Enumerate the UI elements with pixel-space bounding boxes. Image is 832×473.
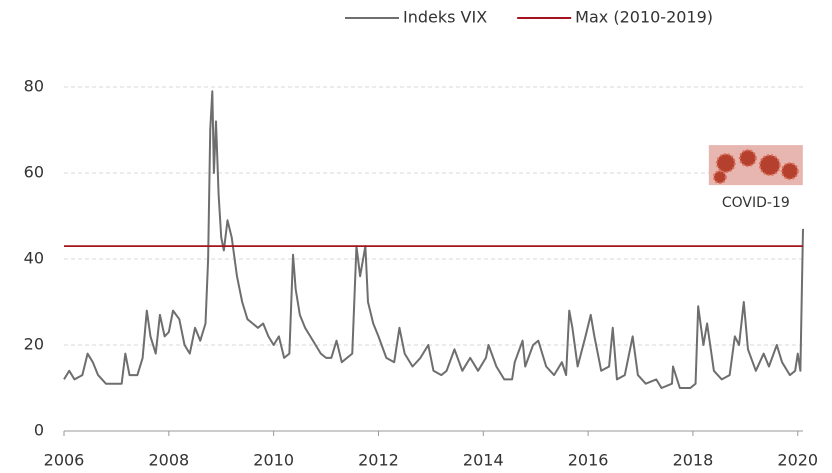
annotation: COVID-19 bbox=[722, 195, 790, 211]
x-tick-label: 2016 bbox=[568, 451, 609, 470]
y-tick-label: 40 bbox=[24, 249, 44, 268]
x-tick-label: 2018 bbox=[673, 451, 714, 470]
x-tick-label: 2008 bbox=[148, 451, 189, 470]
x-tick-label: 2014 bbox=[463, 451, 504, 470]
x-tick-label: 2020 bbox=[777, 451, 818, 470]
virus bbox=[738, 149, 757, 168]
legend-label: Indeks VIX bbox=[403, 8, 487, 27]
virus bbox=[780, 162, 799, 181]
x-tick-label: 2012 bbox=[358, 451, 399, 470]
x-tick-label: 2006 bbox=[44, 451, 85, 470]
x-tick-label: 2010 bbox=[253, 451, 294, 470]
legend-label: Max (2010-2019) bbox=[575, 8, 713, 27]
series-line bbox=[63, 90, 804, 389]
y-tick-label: 0 bbox=[34, 421, 44, 440]
virus bbox=[758, 154, 781, 177]
y-tick-label: 20 bbox=[24, 335, 44, 354]
y-tick-label: 80 bbox=[24, 77, 44, 96]
y-tick-label: 60 bbox=[24, 163, 44, 182]
virus bbox=[712, 170, 727, 185]
covid-image bbox=[708, 145, 803, 186]
virus bbox=[715, 153, 736, 174]
